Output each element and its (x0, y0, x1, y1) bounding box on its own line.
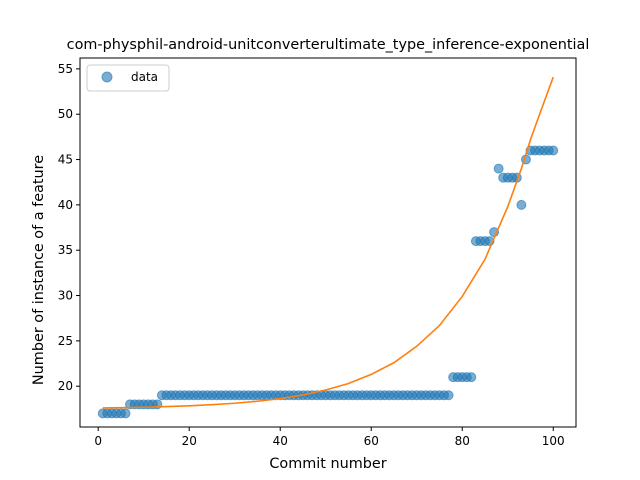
x-tick-label: 20 (182, 434, 197, 448)
x-tick-label: 0 (94, 434, 102, 448)
y-tick-label: 40 (58, 198, 73, 212)
legend-marker-data (101, 71, 113, 83)
axes-frame (79, 57, 577, 428)
data-points (97, 145, 559, 419)
data-point (120, 408, 131, 419)
y-axis-label: Number of instance of a feature (31, 155, 47, 385)
data-point (548, 145, 559, 156)
fit-line (102, 76, 555, 409)
data-point (493, 163, 504, 174)
data-point (466, 372, 477, 383)
y-tick-label: 20 (58, 379, 73, 393)
axis-ticks: 0 20 40 60 80 100 20 25 30 35 40 45 50 55 (58, 62, 565, 448)
x-tick-label: 100 (542, 434, 565, 448)
y-tick-label: 55 (58, 62, 73, 76)
y-tick-label: 30 (58, 289, 73, 303)
x-tick-label: 80 (455, 434, 470, 448)
chart-title: com-physphil-android-unitconverterultima… (67, 37, 590, 53)
plot-area (79, 57, 577, 428)
x-axis-label: Commit number (269, 456, 386, 472)
x-tick-label: 60 (364, 434, 379, 448)
y-tick-label: 50 (58, 107, 73, 121)
data-point (443, 390, 454, 401)
legend-label-data: data (131, 70, 158, 84)
legend-box (86, 64, 170, 92)
y-tick-label: 35 (58, 243, 73, 257)
x-tick-label: 40 (273, 434, 288, 448)
y-tick-label: 45 (58, 153, 73, 167)
legend: data (86, 64, 170, 92)
y-tick-label: 25 (58, 334, 73, 348)
data-point (516, 199, 527, 210)
